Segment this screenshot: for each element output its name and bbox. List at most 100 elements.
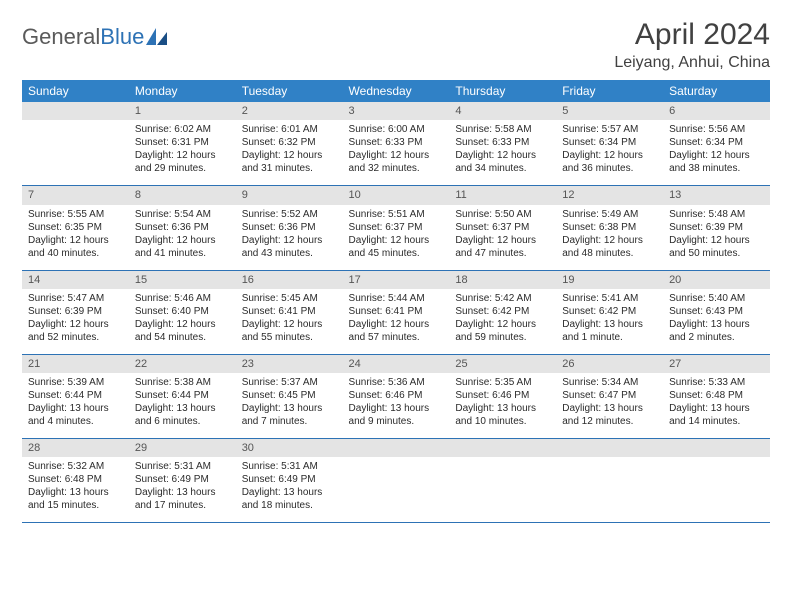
sunset-text: Sunset: 6:34 PM bbox=[562, 136, 657, 149]
calendar-day-cell: 17Sunrise: 5:44 AMSunset: 6:41 PMDayligh… bbox=[343, 270, 450, 354]
daylight-text-2: and 41 minutes. bbox=[135, 247, 230, 260]
daylight-text-1: Daylight: 12 hours bbox=[562, 149, 657, 162]
sunset-text: Sunset: 6:38 PM bbox=[562, 221, 657, 234]
sunset-text: Sunset: 6:42 PM bbox=[562, 305, 657, 318]
day-number: 25 bbox=[449, 355, 556, 373]
sunset-text: Sunset: 6:31 PM bbox=[135, 136, 230, 149]
day-body: Sunrise: 5:33 AMSunset: 6:48 PMDaylight:… bbox=[663, 373, 770, 438]
sunset-text: Sunset: 6:40 PM bbox=[135, 305, 230, 318]
day-body: Sunrise: 5:40 AMSunset: 6:43 PMDaylight:… bbox=[663, 289, 770, 354]
sunrise-text: Sunrise: 5:36 AM bbox=[349, 376, 444, 389]
calendar-day-cell: 15 Sunrise: 5:46 AMSunset: 6:40 PMDayligh… bbox=[129, 270, 236, 354]
day-body: Sunrise: 5:36 AMSunset: 6:46 PMDaylight:… bbox=[343, 373, 450, 438]
daylight-text-1: Daylight: 13 hours bbox=[242, 402, 337, 415]
daylight-text-2: and 9 minutes. bbox=[349, 415, 444, 428]
daylight-text-1: Daylight: 12 hours bbox=[28, 318, 123, 331]
day-number: 15 bbox=[129, 271, 236, 289]
calendar-day-cell bbox=[22, 102, 129, 186]
calendar-day-cell: 9Sunrise: 5:52 AMSunset: 6:36 PMDaylight… bbox=[236, 186, 343, 270]
daylight-text-2: and 48 minutes. bbox=[562, 247, 657, 260]
sunset-text: Sunset: 6:37 PM bbox=[455, 221, 550, 234]
daylight-text-2: and 14 minutes. bbox=[669, 415, 764, 428]
daylight-text-2: and 55 minutes. bbox=[242, 331, 337, 344]
calendar-week-row: 14Sunrise: 5:47 AMSunset: 6:39 PMDayligh… bbox=[22, 270, 770, 354]
day-number: 10 bbox=[343, 186, 450, 204]
daylight-text-1: Daylight: 13 hours bbox=[669, 318, 764, 331]
sunset-text: Sunset: 6:36 PM bbox=[242, 221, 337, 234]
day-body: Sunrise: 5:55 AMSunset: 6:35 PMDaylight:… bbox=[22, 205, 129, 270]
daylight-text-1: Daylight: 12 hours bbox=[28, 234, 123, 247]
day-body: Sunrise: 5:44 AMSunset: 6:41 PMDaylight:… bbox=[343, 289, 450, 354]
day-number: 6 bbox=[663, 102, 770, 120]
daylight-text-2: and 32 minutes. bbox=[349, 162, 444, 175]
day-body-empty bbox=[663, 457, 770, 515]
day-body: Sunrise: 5:52 AMSunset: 6:36 PMDaylight:… bbox=[236, 205, 343, 270]
day-number: 30 bbox=[236, 439, 343, 457]
sunrise-text: Sunrise: 5:42 AM bbox=[455, 292, 550, 305]
sunset-text: Sunset: 6:37 PM bbox=[349, 221, 444, 234]
calendar-day-cell: 25Sunrise: 5:35 AMSunset: 6:46 PMDayligh… bbox=[449, 354, 556, 438]
day-number: 22 bbox=[129, 355, 236, 373]
day-body: Sunrise: 6:01 AMSunset: 6:32 PMDaylight:… bbox=[236, 120, 343, 185]
day-body: Sunrise: 5:54 AMSunset: 6:36 PMDaylight:… bbox=[129, 205, 236, 270]
day-body: Sunrise: 5:31 AMSunset: 6:49 PMDaylight:… bbox=[129, 457, 236, 522]
sunset-text: Sunset: 6:41 PM bbox=[242, 305, 337, 318]
calendar-day-cell: 1Sunrise: 6:02 AMSunset: 6:31 PMDaylight… bbox=[129, 102, 236, 186]
daylight-text-1: Daylight: 12 hours bbox=[562, 234, 657, 247]
calendar-day-cell: 19Sunrise: 5:41 AMSunset: 6:42 PMDayligh… bbox=[556, 270, 663, 354]
calendar-week-row: 7Sunrise: 5:55 AMSunset: 6:35 PMDaylight… bbox=[22, 186, 770, 270]
daylight-text-2: and 43 minutes. bbox=[242, 247, 337, 260]
sunrise-text: Sunrise: 5:55 AM bbox=[28, 208, 123, 221]
calendar-week-row: 21Sunrise: 5:39 AMSunset: 6:44 PMDayligh… bbox=[22, 354, 770, 438]
daylight-text-1: Daylight: 13 hours bbox=[349, 402, 444, 415]
daylight-text-1: Daylight: 12 hours bbox=[455, 149, 550, 162]
calendar-day-cell: 4Sunrise: 5:58 AMSunset: 6:33 PMDaylight… bbox=[449, 102, 556, 186]
calendar-week-row: 1Sunrise: 6:02 AMSunset: 6:31 PMDaylight… bbox=[22, 102, 770, 186]
daylight-text-2: and 29 minutes. bbox=[135, 162, 230, 175]
daylight-text-1: Daylight: 12 hours bbox=[135, 149, 230, 162]
sunrise-text: Sunrise: 5:44 AM bbox=[349, 292, 444, 305]
day-number: 8 bbox=[129, 186, 236, 204]
daylight-text-1: Daylight: 12 hours bbox=[455, 318, 550, 331]
day-number: 9 bbox=[236, 186, 343, 204]
daylight-text-2: and 57 minutes. bbox=[349, 331, 444, 344]
sunrise-text: Sunrise: 5:46 AM bbox=[135, 292, 230, 305]
weekday-header: Sunday bbox=[22, 80, 129, 102]
day-number: 17 bbox=[343, 271, 450, 289]
title-block: April 2024 Leiyang, Anhui, China bbox=[614, 18, 770, 72]
daylight-text-1: Daylight: 12 hours bbox=[349, 318, 444, 331]
sunset-text: Sunset: 6:44 PM bbox=[135, 389, 230, 402]
location-text: Leiyang, Anhui, China bbox=[614, 54, 770, 72]
day-body: Sunrise: 5:51 AMSunset: 6:37 PMDaylight:… bbox=[343, 205, 450, 270]
calendar-day-cell bbox=[343, 439, 450, 523]
daylight-text-1: Daylight: 12 hours bbox=[669, 149, 764, 162]
calendar-day-cell: 24Sunrise: 5:36 AMSunset: 6:46 PMDayligh… bbox=[343, 354, 450, 438]
day-number: 2 bbox=[236, 102, 343, 120]
day-number: 28 bbox=[22, 439, 129, 457]
day-number: 19 bbox=[556, 271, 663, 289]
sunset-text: Sunset: 6:45 PM bbox=[242, 389, 337, 402]
daylight-text-1: Daylight: 12 hours bbox=[135, 318, 230, 331]
day-body: Sunrise: 5:57 AMSunset: 6:34 PMDaylight:… bbox=[556, 120, 663, 185]
daylight-text-1: Daylight: 13 hours bbox=[135, 486, 230, 499]
calendar-day-cell: 7Sunrise: 5:55 AMSunset: 6:35 PMDaylight… bbox=[22, 186, 129, 270]
daylight-text-1: Daylight: 13 hours bbox=[455, 402, 550, 415]
day-body-empty bbox=[22, 120, 129, 178]
logo-text-blue: Blue bbox=[100, 24, 144, 50]
day-body: Sunrise: 5:45 AMSunset: 6:41 PMDaylight:… bbox=[236, 289, 343, 354]
calendar-day-cell: 11Sunrise: 5:50 AMSunset: 6:37 PMDayligh… bbox=[449, 186, 556, 270]
daylight-text-2: and 2 minutes. bbox=[669, 331, 764, 344]
day-body-empty bbox=[556, 457, 663, 515]
day-body: Sunrise: 6:02 AMSunset: 6:31 PMDaylight:… bbox=[129, 120, 236, 185]
daylight-text-2: and 47 minutes. bbox=[455, 247, 550, 260]
daylight-text-1: Daylight: 12 hours bbox=[242, 234, 337, 247]
daylight-text-1: Daylight: 13 hours bbox=[562, 318, 657, 331]
daylight-text-2: and 34 minutes. bbox=[455, 162, 550, 175]
sunrise-text: Sunrise: 6:00 AM bbox=[349, 123, 444, 136]
sunrise-text: Sunrise: 6:02 AM bbox=[135, 123, 230, 136]
day-number: 11 bbox=[449, 186, 556, 204]
day-number: 5 bbox=[556, 102, 663, 120]
sunset-text: Sunset: 6:34 PM bbox=[669, 136, 764, 149]
sunset-text: Sunset: 6:33 PM bbox=[455, 136, 550, 149]
day-body: Sunrise: 5:32 AMSunset: 6:48 PMDaylight:… bbox=[22, 457, 129, 522]
